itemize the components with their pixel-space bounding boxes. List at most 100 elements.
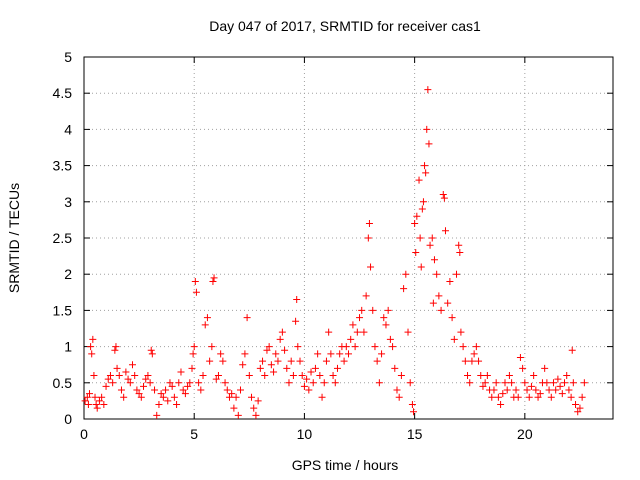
data-point: [283, 364, 291, 372]
data-point: [113, 364, 121, 372]
data-point: [263, 346, 271, 354]
data-point: [181, 390, 189, 398]
data-point: [468, 357, 476, 365]
data-point: [391, 364, 399, 372]
data-point: [547, 393, 555, 401]
data-point: [358, 306, 366, 314]
data-point: [239, 361, 247, 369]
data-point: [151, 386, 159, 394]
data-point: [404, 328, 412, 336]
data-point: [265, 343, 273, 351]
data-point: [477, 372, 485, 380]
data-point: [521, 379, 529, 387]
data-point: [519, 364, 527, 372]
data-point: [236, 386, 244, 394]
data-point: [81, 397, 89, 405]
data-point: [466, 379, 474, 387]
chart-title: Day 047 of 2017, SRMTID for receiver cas…: [209, 18, 481, 34]
data-point: [327, 350, 335, 358]
x-tick-label: 10: [297, 426, 313, 442]
data-point: [285, 379, 293, 387]
data-point: [203, 314, 211, 322]
data-point: [456, 248, 464, 256]
data-point: [254, 397, 262, 405]
data-point: [106, 372, 114, 380]
data-point: [128, 361, 136, 369]
data-point: [122, 368, 130, 376]
data-point: [441, 227, 449, 235]
grid-layer: [84, 57, 613, 419]
data-point: [369, 306, 377, 314]
data-point: [411, 220, 419, 228]
data-point: [373, 357, 381, 365]
data-point: [440, 194, 448, 202]
data-point: [293, 296, 301, 304]
data-point: [453, 270, 461, 278]
data-point: [342, 343, 350, 351]
data-point: [437, 306, 445, 314]
data-point: [245, 372, 253, 380]
data-point: [223, 386, 231, 394]
data-point: [508, 379, 516, 387]
data-point: [289, 372, 297, 380]
x-tick-label: 15: [407, 426, 423, 442]
data-point: [155, 401, 163, 409]
data-point: [164, 397, 172, 405]
data-point: [395, 393, 403, 401]
x-tick-label: 0: [80, 426, 88, 442]
data-point: [400, 285, 408, 293]
data-point: [382, 321, 390, 329]
data-points: [81, 86, 588, 419]
data-point: [362, 292, 370, 300]
data-point: [433, 270, 441, 278]
data-point: [325, 328, 333, 336]
data-point: [296, 357, 304, 365]
data-point: [190, 343, 198, 351]
x-tick-label: 20: [517, 426, 533, 442]
data-point: [371, 343, 379, 351]
y-tick-label: 1.5: [53, 302, 73, 318]
data-point: [574, 408, 582, 416]
data-point: [360, 328, 368, 336]
data-point: [287, 357, 295, 365]
data-point: [497, 401, 505, 409]
data-point: [556, 382, 564, 390]
data-point: [179, 386, 187, 394]
data-point: [419, 198, 427, 206]
data-point: [184, 382, 192, 390]
data-point: [516, 353, 524, 361]
data-point: [250, 404, 258, 412]
data-point: [86, 390, 94, 398]
data-point: [272, 350, 280, 358]
data-point: [483, 372, 491, 380]
data-point: [505, 372, 513, 380]
data-point: [530, 372, 538, 380]
data-point: [166, 379, 174, 387]
data-point: [157, 390, 165, 398]
y-tick-label: 0: [64, 411, 72, 427]
data-point: [199, 372, 207, 380]
data-point: [192, 288, 200, 296]
data-point: [514, 393, 522, 401]
data-point: [417, 263, 425, 271]
data-point: [428, 234, 436, 242]
data-point: [159, 393, 167, 401]
data-point: [270, 368, 278, 376]
data-point: [109, 379, 117, 387]
data-point: [225, 393, 233, 401]
data-point: [104, 375, 112, 383]
data-point: [423, 125, 431, 133]
y-axis-title: SRMTID / TECUs: [6, 183, 22, 293]
data-point: [88, 350, 96, 358]
data-point: [425, 140, 433, 148]
data-point: [278, 328, 286, 336]
y-tick-label: 2: [64, 266, 72, 282]
data-point: [115, 372, 123, 380]
y-tick-label: 4: [64, 121, 72, 137]
data-point: [170, 393, 178, 401]
data-point: [303, 375, 311, 383]
data-point: [367, 263, 375, 271]
data-point: [294, 343, 302, 351]
data-point: [552, 386, 560, 394]
